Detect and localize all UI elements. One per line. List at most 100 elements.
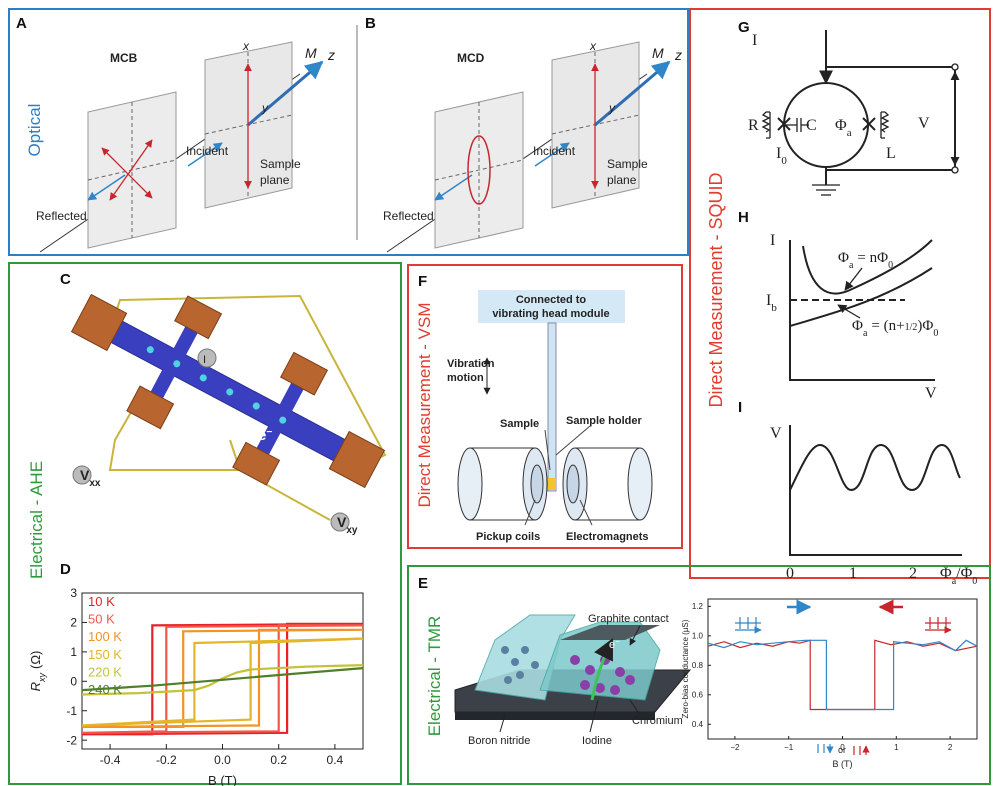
label: vibrating head module <box>492 308 609 320</box>
panel-title: MCD <box>457 51 485 65</box>
legend-entry: 50 K <box>88 612 115 627</box>
section-label: Electrical - AHE <box>27 461 46 579</box>
panel-title: MCB <box>110 51 138 65</box>
label: Iodine <box>582 735 612 747</box>
section-label: Direct Measurement - VSM <box>415 303 434 508</box>
y-axis-label: Rxy(Ω) <box>28 651 47 692</box>
label: z <box>674 47 682 63</box>
x-tick-label: 2 <box>948 743 953 752</box>
illustration <box>531 661 539 669</box>
data-line <box>708 640 977 709</box>
illustration <box>570 655 580 665</box>
illustration <box>567 465 579 503</box>
squid-circuit <box>763 30 958 195</box>
legend-entry: 10 K <box>88 594 115 609</box>
x-axis-label: B (T) <box>208 773 237 786</box>
panel-letter: A <box>16 15 27 32</box>
legend-entry: 220 K <box>88 664 122 679</box>
illustration <box>580 680 590 690</box>
label: Incident <box>186 144 229 158</box>
label: Incident <box>533 144 576 158</box>
label: Sample <box>607 157 648 171</box>
y-tick-label: -1 <box>66 704 77 718</box>
y-tick-label: 2 <box>70 616 77 630</box>
legend-entry: 100 K <box>88 629 122 644</box>
x-tick-label: 0.0 <box>214 753 231 767</box>
label: Reflected <box>36 209 87 223</box>
illustration <box>735 617 761 630</box>
label: Reflected <box>383 209 434 223</box>
illustration <box>610 685 620 695</box>
y-tick-label: 1 <box>70 645 77 659</box>
label-part: = nΦ <box>857 250 888 266</box>
y-tick-label: 3 <box>70 586 77 600</box>
label: I <box>770 232 775 249</box>
illustration <box>818 744 830 753</box>
y-tick-label: 0.6 <box>692 691 704 700</box>
label: Pickup coils <box>476 531 540 543</box>
label-part: Φ <box>940 565 952 582</box>
label: x <box>589 39 597 53</box>
label-part: a <box>863 328 868 339</box>
label-part: a <box>849 260 854 271</box>
illustration <box>585 665 595 675</box>
x-axis-label: B (T) <box>833 759 853 769</box>
illustration <box>516 671 524 679</box>
x-tick-label: 1 <box>894 743 899 752</box>
section-label: Direct Measurement - SQUID <box>706 172 726 407</box>
legend-entry: 150 K <box>88 647 122 662</box>
y-axis-label-part: xy <box>37 673 47 684</box>
illustration <box>952 167 958 173</box>
illustration <box>51 256 405 527</box>
illustration <box>198 349 216 367</box>
label: I0 <box>776 145 787 167</box>
illustration <box>881 112 888 138</box>
section-label: Electrical - TMR <box>425 616 444 737</box>
label-part: 0 <box>781 155 787 167</box>
panel-letter: I <box>738 399 742 416</box>
spin-indicators <box>735 607 951 755</box>
illustration <box>854 746 866 755</box>
illustration <box>790 445 960 490</box>
hall-device <box>51 256 405 531</box>
y-axis-label: Zero-bias conductance (μS) <box>681 619 690 718</box>
illustration <box>531 465 543 503</box>
illustration <box>803 240 932 294</box>
y-tick-label: 1.0 <box>692 632 704 641</box>
illustration <box>952 64 958 70</box>
label-part: Φ <box>852 318 863 334</box>
label-part: a <box>847 127 852 139</box>
illustration <box>735 617 761 630</box>
label: plane <box>607 173 637 187</box>
data-line <box>82 639 363 726</box>
label: I <box>752 32 757 49</box>
label: M <box>305 45 317 61</box>
label: z <box>327 47 335 63</box>
label: y <box>608 101 616 115</box>
label-part: − <box>615 637 620 646</box>
legend-entry: 240 K <box>88 682 122 697</box>
label: Connected to <box>516 294 587 306</box>
illustration <box>127 386 174 429</box>
y-tick-label: 0 <box>70 675 77 689</box>
illustration <box>854 746 866 755</box>
label: 0 <box>786 565 794 582</box>
label-part: )Φ <box>917 318 933 334</box>
illustration <box>501 646 509 654</box>
label: Graphite contact <box>588 613 669 625</box>
label: Φa <box>835 117 852 139</box>
x-tick-label: 0.4 <box>327 753 344 767</box>
label: y <box>261 101 269 115</box>
x-tick-label: 0.2 <box>270 753 287 767</box>
y-tick-label: 0.8 <box>692 661 704 670</box>
illustration <box>925 617 951 630</box>
illustration <box>778 118 875 130</box>
flux-curve <box>790 425 962 555</box>
label: R <box>748 117 759 134</box>
label-part: Φ <box>835 117 847 134</box>
label-part: − <box>266 427 272 438</box>
panel-letter: D <box>60 561 71 578</box>
label-part: 1/2 <box>905 322 918 333</box>
y-tick-label: 0.4 <box>692 720 704 729</box>
illustration <box>521 646 529 654</box>
